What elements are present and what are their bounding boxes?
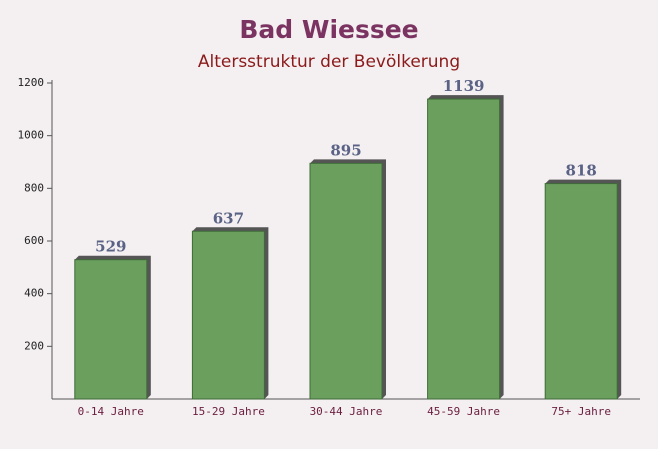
value-label: 895 (330, 141, 361, 159)
value-label: 529 (95, 238, 126, 256)
bar (309, 162, 383, 400)
x-tick-label: 75+ Jahre (551, 405, 611, 418)
bar (544, 183, 618, 400)
y-tick-label: 1000 (18, 129, 45, 142)
y-tick-label: 600 (24, 234, 44, 247)
x-tick-label: 45-59 Jahre (427, 405, 500, 418)
chart-title: Bad Wiessee (239, 15, 418, 44)
bar (191, 230, 265, 400)
bar (427, 98, 501, 400)
bar (74, 259, 148, 400)
y-tick-label: 800 (24, 181, 44, 194)
x-tick-label: 0-14 Jahre (78, 405, 144, 418)
value-label: 637 (213, 209, 244, 227)
chart-subtitle: Altersstruktur der Bevölkerung (198, 52, 460, 72)
y-tick-label: 200 (24, 339, 44, 352)
value-label: 1139 (443, 77, 485, 95)
y-tick-label: 1200 (18, 76, 45, 89)
x-tick-label: 30-44 Jahre (310, 405, 383, 418)
x-tick-label: 15-29 Jahre (192, 405, 265, 418)
y-tick-label: 400 (24, 287, 44, 300)
value-label: 818 (566, 162, 597, 180)
